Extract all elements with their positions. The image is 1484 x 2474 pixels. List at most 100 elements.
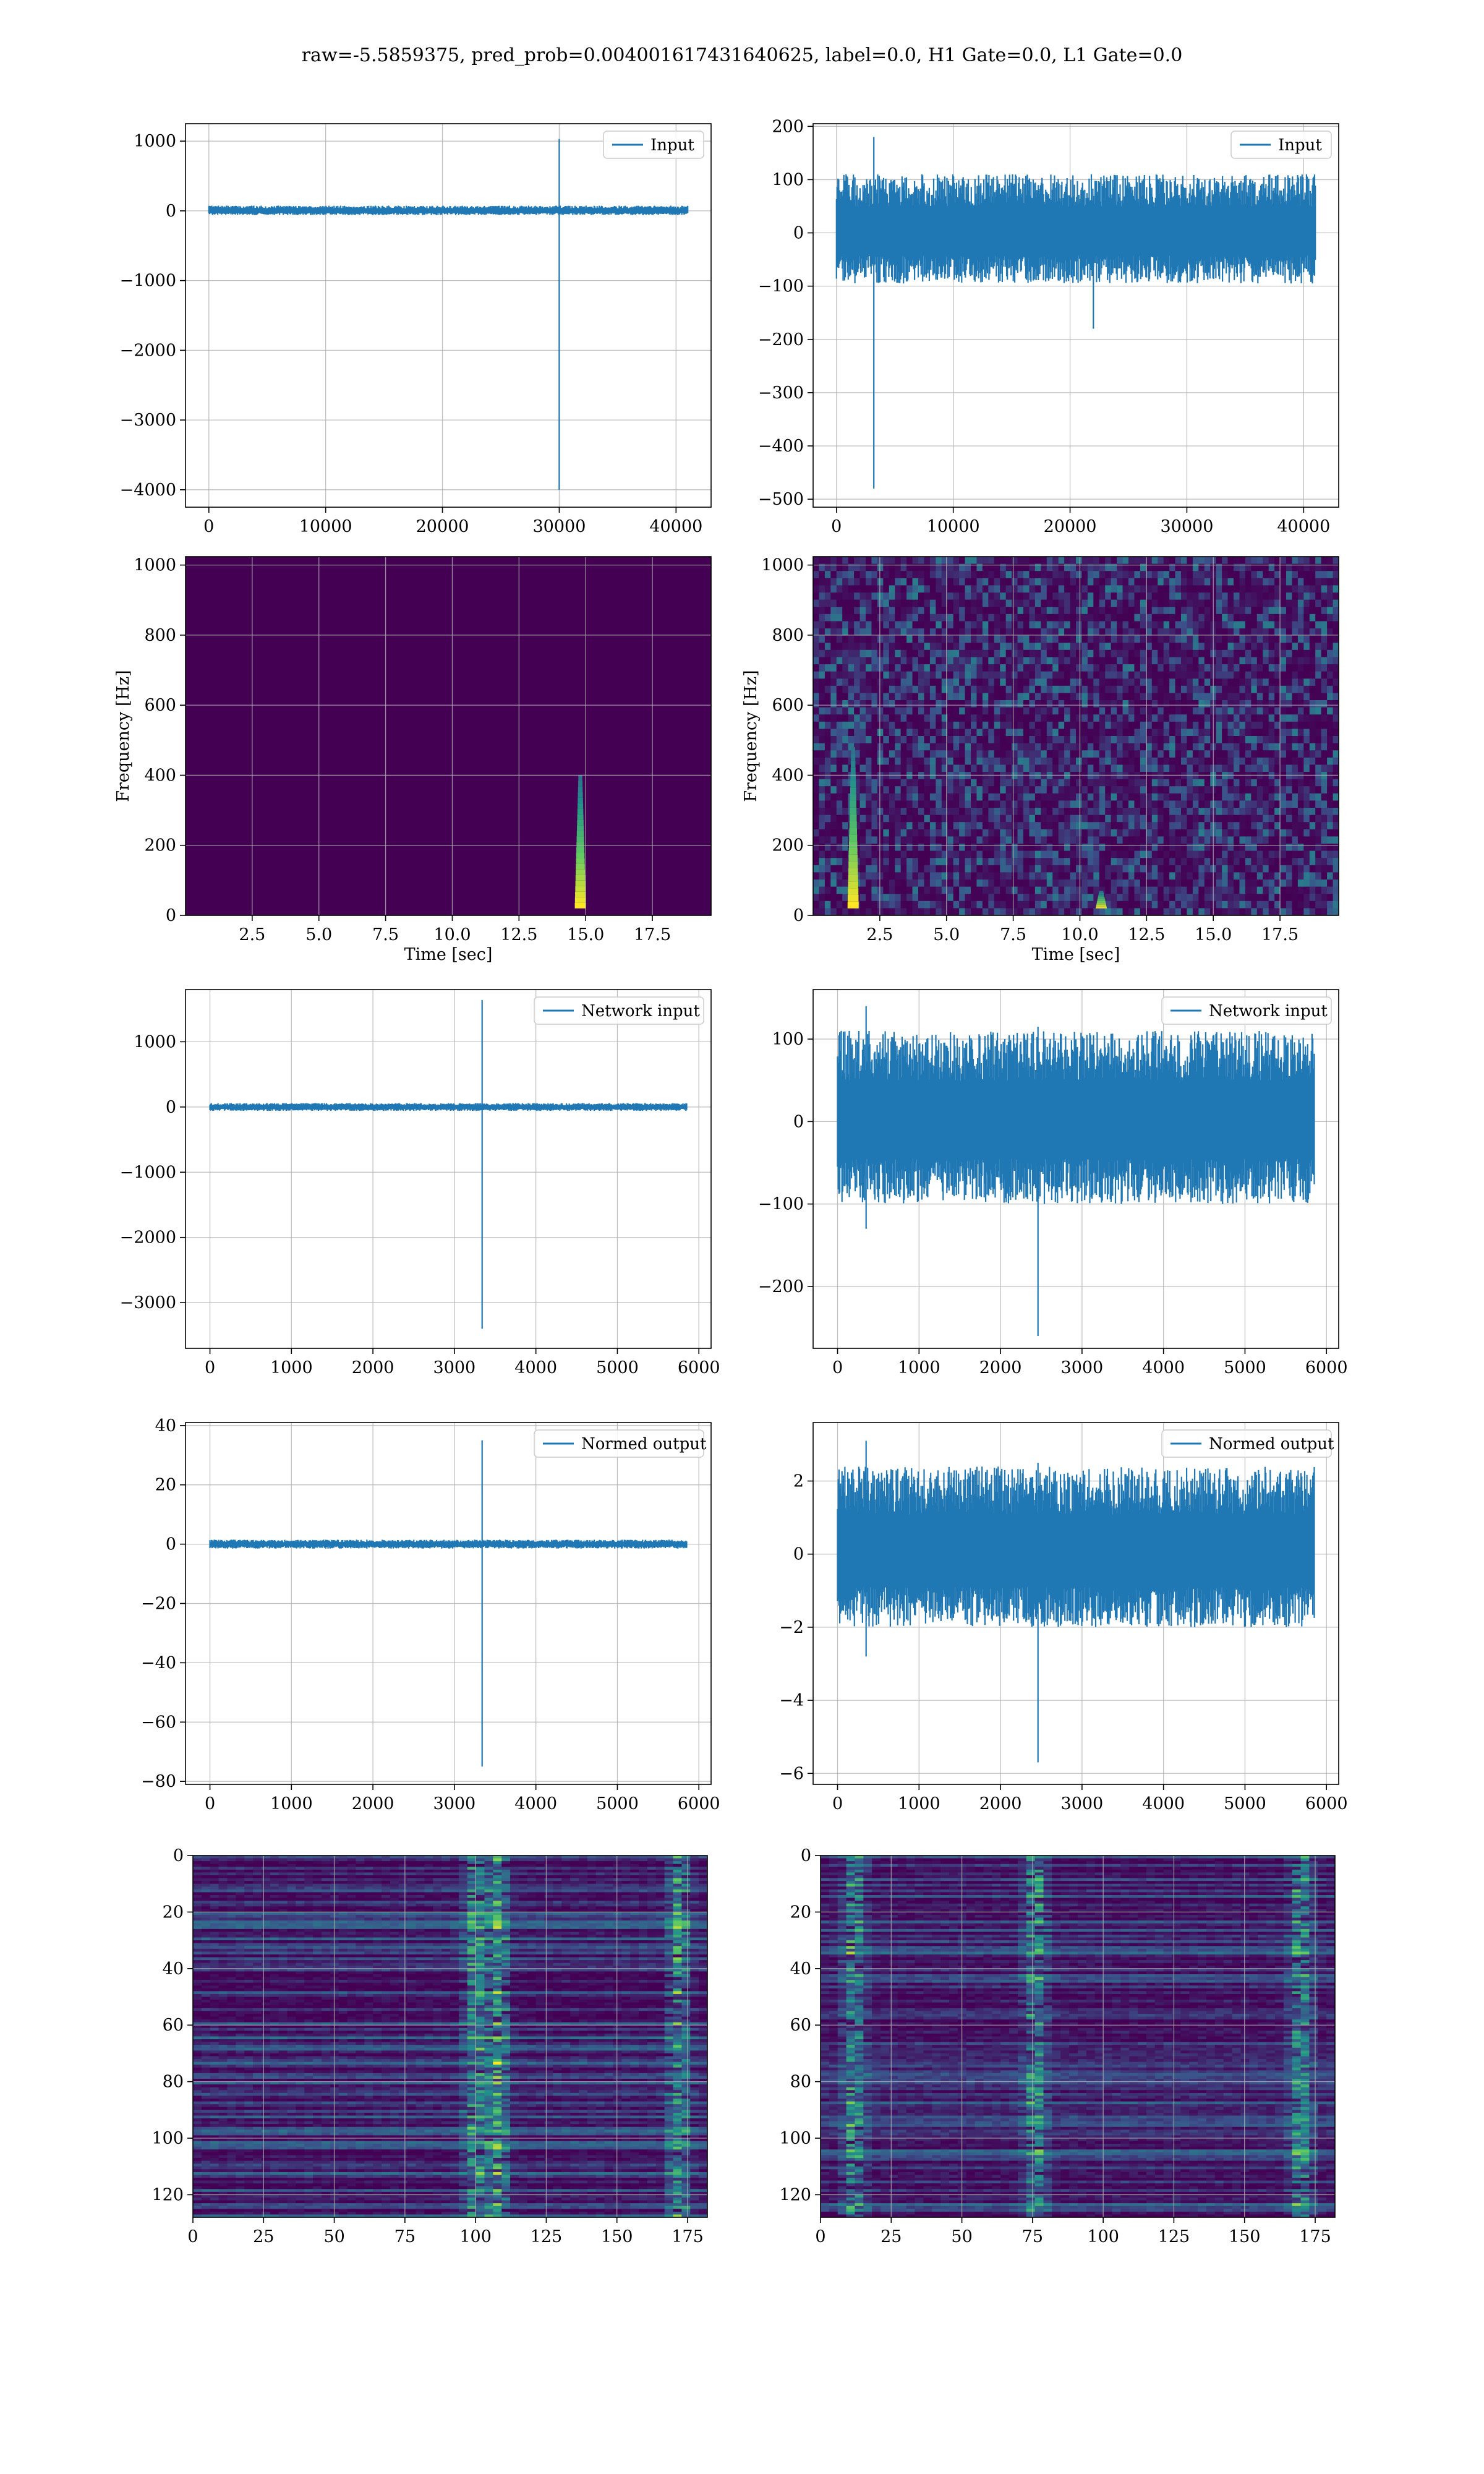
heatmap-cell [824, 714, 831, 722]
heatmap-cell [1181, 750, 1188, 758]
heatmap-cell [1222, 693, 1229, 701]
heatmap-cell [1204, 721, 1211, 729]
x-tick-label: 12.5 [500, 925, 537, 944]
heatmap-cell [1192, 850, 1199, 858]
heatmap-cell [906, 621, 913, 629]
heatmap-cell [1128, 578, 1135, 586]
heatmap-cell [936, 858, 942, 866]
heatmap-cell [1070, 664, 1077, 672]
heatmap-cell [912, 750, 919, 758]
x-tick-label: 7.5 [372, 925, 399, 944]
heatmap-cell [1000, 872, 1007, 880]
heatmap-cell [1034, 880, 1041, 888]
heatmap-cell [1292, 858, 1298, 866]
heatmap-cell [1034, 649, 1041, 657]
heatmap-cell [813, 635, 820, 643]
heatmap-cell [959, 772, 966, 780]
heatmap-cell [1000, 585, 1007, 593]
heatmap-cell [1158, 563, 1164, 571]
heatmap-cell [1251, 593, 1258, 601]
heatmap-cell [1052, 678, 1059, 687]
heatmap-cell [1286, 808, 1293, 816]
heatmap-cell [1158, 908, 1164, 915]
heatmap-cell [900, 850, 907, 858]
heatmap-cell [1041, 621, 1047, 629]
heatmap-cell [947, 894, 954, 902]
heatmap-cell [842, 643, 849, 651]
heatmap-cell [859, 736, 866, 744]
heatmap-cell [1000, 635, 1007, 643]
heatmap-cell [1292, 872, 1298, 880]
heatmap-cell [994, 779, 1000, 787]
heatmap-cell [1111, 822, 1117, 830]
heatmap-cell [959, 793, 966, 801]
heatmap-cell [1292, 786, 1298, 794]
heatmap-cell [1198, 808, 1205, 816]
heatmap-cell [959, 736, 966, 744]
heatmap-cell [871, 563, 878, 571]
heatmap-cell [1012, 736, 1018, 744]
heatmap-cell [1315, 808, 1322, 816]
heatmap-cell [936, 844, 942, 852]
heatmap-cell [929, 836, 936, 844]
heatmap-cell [1017, 664, 1024, 672]
heatmap-cell [1151, 808, 1158, 816]
heatmap-cell [1169, 829, 1176, 837]
heatmap-cell [1297, 671, 1304, 679]
heatmap-cell [982, 793, 989, 801]
heatmap-cell [1041, 894, 1047, 902]
heatmap-cell [1058, 822, 1065, 830]
heatmap-cell [1169, 607, 1176, 615]
heatmap-cell [1192, 808, 1199, 816]
heatmap-cell [1216, 621, 1222, 629]
heatmap-cell [918, 894, 925, 902]
heatmap-cell [1081, 707, 1088, 715]
heatmap-cell [965, 772, 971, 780]
heatmap-cell [947, 880, 954, 888]
heatmap-cell [1327, 743, 1334, 751]
heatmap-cell [1070, 865, 1077, 873]
heatmap-cell [953, 815, 960, 823]
heatmap-cell [1099, 764, 1106, 773]
heatmap-cell [1111, 707, 1117, 715]
heatmap-cell [854, 678, 861, 687]
heatmap-cell [1192, 607, 1199, 615]
heatmap-cell [1234, 678, 1240, 687]
heatmap-cell [1333, 872, 1339, 880]
heatmap-cell [1198, 607, 1205, 615]
heatmap-cell [813, 865, 820, 873]
heatmap-cell [467, 1856, 477, 1859]
heatmap-cell [900, 793, 907, 801]
heatmap-cell [959, 599, 966, 607]
heatmap-cell [1169, 693, 1176, 701]
heatmap-cell [877, 607, 884, 615]
heatmap-cell [965, 714, 971, 722]
heatmap-cell [1070, 621, 1077, 629]
heatmap-cell [1122, 858, 1129, 866]
heatmap-cell [1333, 571, 1339, 579]
signal-track [577, 814, 584, 820]
heatmap-cell [959, 757, 966, 765]
heatmap-cell [1175, 721, 1182, 729]
heatmap-cell [1134, 578, 1141, 586]
heatmap-cell [1000, 664, 1007, 672]
heatmap-cell [1151, 593, 1158, 601]
heatmap-cell [1216, 628, 1222, 636]
heatmap-cell [1070, 844, 1077, 852]
axes-frame [185, 989, 712, 1349]
heatmap-cell [1187, 593, 1193, 601]
heatmap-cell [929, 685, 936, 693]
heatmap-cell [1128, 557, 1135, 565]
heatmap-cell [1151, 858, 1158, 866]
heatmap-cell [1111, 693, 1117, 701]
heatmap-cell [1076, 621, 1083, 629]
heatmap-cell [1286, 736, 1293, 744]
heatmap-cell [941, 657, 948, 665]
heatmap-cell [1181, 836, 1188, 844]
heatmap-cell [813, 786, 820, 794]
heatmap-cell [1204, 872, 1211, 880]
heatmap-cell [906, 664, 913, 672]
heatmap-cell [1058, 729, 1065, 737]
heatmap-cell [889, 563, 895, 571]
heatmap-cell [1192, 593, 1199, 601]
